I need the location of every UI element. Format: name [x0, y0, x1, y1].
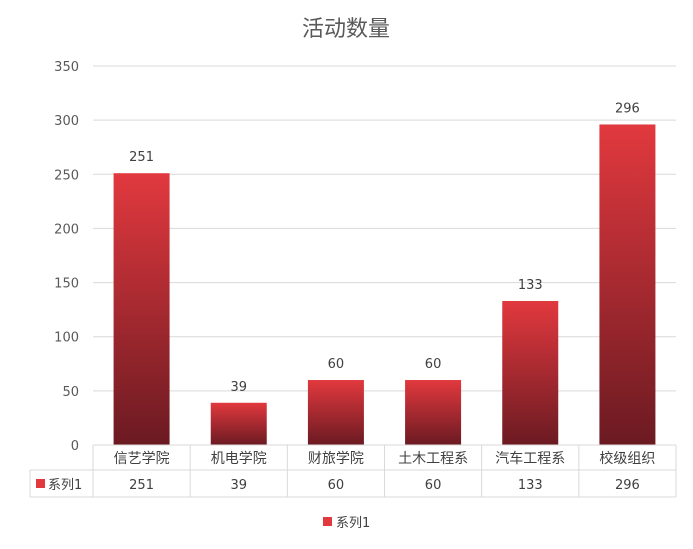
- chart-title: 活动数量: [302, 17, 390, 42]
- data-label: 39: [230, 380, 247, 395]
- table-value: 133: [518, 478, 543, 493]
- bar: [599, 124, 656, 445]
- gridlines: [93, 65, 676, 392]
- data-table: 信艺学院 251 机电学院 39 财旅学院 60 土木工程系 60 汽车工程系 133 校级组织 29…: [29, 444, 677, 498]
- category-label: 校级组织: [599, 450, 655, 467]
- y-tick-label: 100: [54, 331, 79, 346]
- category-label: 汽车工程系: [495, 450, 565, 467]
- y-tick-label: 200: [54, 222, 79, 237]
- table-value: 296: [615, 478, 640, 493]
- category-label: 土木工程系: [398, 451, 468, 467]
- data-label: 296: [615, 101, 640, 116]
- bar: [502, 300, 559, 445]
- category-label: 财旅学院: [308, 451, 364, 467]
- data-label: 133: [518, 278, 543, 293]
- y-tick-label: 250: [54, 168, 79, 183]
- bar: [113, 173, 170, 445]
- bar: [307, 380, 364, 445]
- legend-label: 系列1: [336, 516, 370, 531]
- bar: [210, 402, 267, 445]
- y-axis: 0 50 100 150 200 250 300 350: [54, 60, 79, 454]
- table-series-name: 系列1: [48, 478, 82, 493]
- y-tick-label: 50: [62, 385, 79, 400]
- data-label: 60: [328, 357, 345, 372]
- table-value: 39: [230, 478, 247, 493]
- category-label: 机电学院: [211, 451, 267, 467]
- bar: [405, 380, 462, 445]
- data-label: 60: [425, 357, 442, 372]
- series-swatch: [36, 479, 45, 488]
- category-label: 信艺学院: [114, 451, 170, 467]
- legend: 系列1: [323, 516, 370, 531]
- y-tick-label: 0: [71, 439, 79, 454]
- data-label: 251: [129, 150, 154, 165]
- legend-swatch: [323, 517, 332, 526]
- y-tick-label: 350: [54, 60, 79, 75]
- bars: 251 39 60 60 133 296: [113, 101, 656, 445]
- y-tick-label: 300: [54, 114, 79, 129]
- table-value: 60: [425, 478, 442, 493]
- table-value: 60: [328, 478, 345, 493]
- y-tick-label: 150: [54, 277, 79, 292]
- table-value: 251: [129, 478, 154, 493]
